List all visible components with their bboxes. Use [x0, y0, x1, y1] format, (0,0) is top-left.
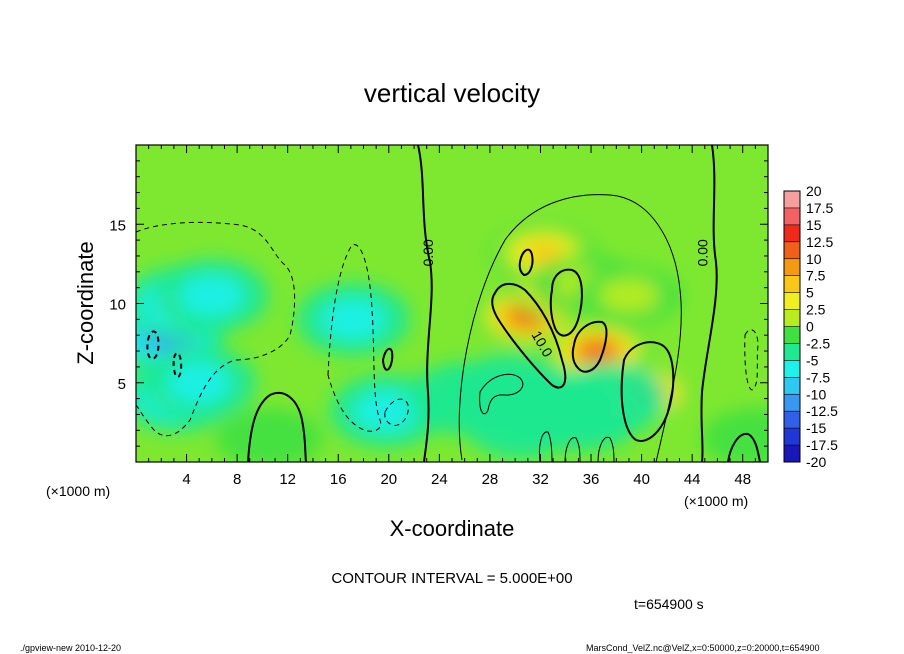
colorbar-label: -10 [806, 386, 826, 402]
colorbar-swatch [784, 326, 800, 344]
colorbar-label: -20 [806, 454, 826, 470]
colorbar: 2017.51512.5107.552.50-2.5-5-7.5-10-12.5… [783, 183, 838, 470]
colorbar-label: 5 [806, 285, 814, 301]
colorbar-label: 7.5 [806, 268, 826, 284]
x-tick-label: 20 [380, 471, 397, 488]
contour-small-c [539, 431, 553, 462]
contour-10-d [620, 341, 675, 442]
heatmap-blob [598, 278, 660, 314]
x-tick-label: 28 [482, 471, 499, 488]
contour-label: 0.00 [420, 239, 436, 266]
heatmap-blob [320, 298, 387, 341]
y-tick-label: 5 [118, 376, 126, 393]
zero-contour-right [700, 145, 718, 462]
heatmap-blob [581, 341, 614, 361]
colorbar-label: -7.5 [806, 369, 830, 385]
y-tick-label: 10 [109, 297, 126, 314]
colorbar-swatch [784, 411, 800, 429]
contour-small-e [597, 436, 615, 462]
contour-10-e [518, 248, 534, 277]
colorbar-label: -17.5 [806, 437, 838, 453]
x-tick-label: 32 [532, 471, 549, 488]
colorbar-label: -12.5 [806, 403, 838, 419]
x-tick-label: 48 [734, 471, 751, 488]
contour-neg10-a [146, 330, 160, 360]
colorbar-label: 15 [806, 217, 822, 233]
x-tick-label: 8 [233, 471, 241, 488]
colorbar-swatch [784, 343, 800, 361]
contour-small-b [727, 432, 761, 462]
heatmap-blob [701, 408, 768, 462]
footer-right: MarsCond_VelZ.nc@VelZ,x=0:50000,z=0:2000… [586, 643, 820, 653]
time-label: t=654900 s [634, 596, 704, 612]
colorbar-label: 17.5 [806, 200, 833, 216]
colorbar-label: -2.5 [806, 335, 830, 351]
x-tick-label: 4 [182, 471, 190, 488]
contour-small-a [247, 392, 307, 462]
x-tick-label: 12 [279, 471, 296, 488]
x-tick-label: 24 [431, 471, 448, 488]
x-unit-left: (×1000 m) [46, 483, 110, 499]
x-axis-label: X-coordinate [390, 516, 515, 541]
x-tick-label: 40 [633, 471, 650, 488]
colorbar-label: 0 [806, 319, 814, 335]
heatmap-blob [179, 274, 245, 317]
heatmap-field [136, 223, 768, 462]
contour-5 [458, 194, 682, 462]
contour-small-f [381, 347, 394, 371]
contour-neg5-d [744, 329, 759, 391]
colorbar-swatch [784, 394, 800, 412]
x-tick-label: 16 [330, 471, 347, 488]
contour-10-a [491, 282, 567, 389]
colorbar-swatch [784, 191, 800, 208]
contour-small-d [564, 437, 581, 462]
contour-neg5-c [384, 398, 409, 426]
chart-title: vertical velocity [364, 78, 540, 108]
colorbar-swatch [784, 292, 800, 310]
contour-10-c [571, 320, 608, 373]
contour-neg5-b [327, 244, 382, 432]
x-tick-label: 44 [684, 471, 701, 488]
colorbar-swatch [784, 360, 800, 378]
colorbar-label: -5 [806, 352, 819, 368]
contour-small-g [479, 373, 524, 415]
contour-10-b [549, 268, 583, 337]
colorbar-swatch [784, 428, 800, 446]
colorbar-swatch [784, 241, 800, 259]
colorbar-swatch [784, 224, 800, 242]
colorbar-swatch [784, 207, 800, 225]
colorbar-swatch [784, 275, 800, 293]
colorbar-label: 2.5 [806, 302, 826, 318]
heatmap-blob [215, 408, 323, 462]
contour-interval-text: CONTOUR INTERVAL = 5.000E+00 [331, 570, 572, 587]
contour-lines [136, 145, 761, 462]
colorbar-label: -15 [806, 420, 826, 436]
colorbar-swatch [784, 258, 800, 276]
colorbar-swatch [784, 377, 800, 395]
colorbar-swatch [784, 445, 800, 462]
heatmap-blob [166, 361, 232, 404]
colorbar-label: 12.5 [806, 234, 833, 250]
x-unit-right: (×1000 m) [684, 493, 748, 509]
y-axis-label: Z-coordinate [73, 241, 98, 365]
colorbar-label: 10 [806, 251, 822, 267]
zero-contour-left [417, 145, 433, 462]
x-tick-label: 36 [583, 471, 600, 488]
footer-left: ./gpview-new 2010-12-20 [20, 643, 121, 653]
y-tick-label: 15 [109, 217, 126, 234]
contour-neg10-b [172, 352, 183, 378]
contour-neg5-a [136, 221, 296, 437]
heatmap-blob [552, 361, 668, 436]
contour-label: 0.00 [694, 239, 710, 266]
colorbar-label: 20 [806, 183, 822, 199]
colorbar-swatch [784, 309, 800, 327]
